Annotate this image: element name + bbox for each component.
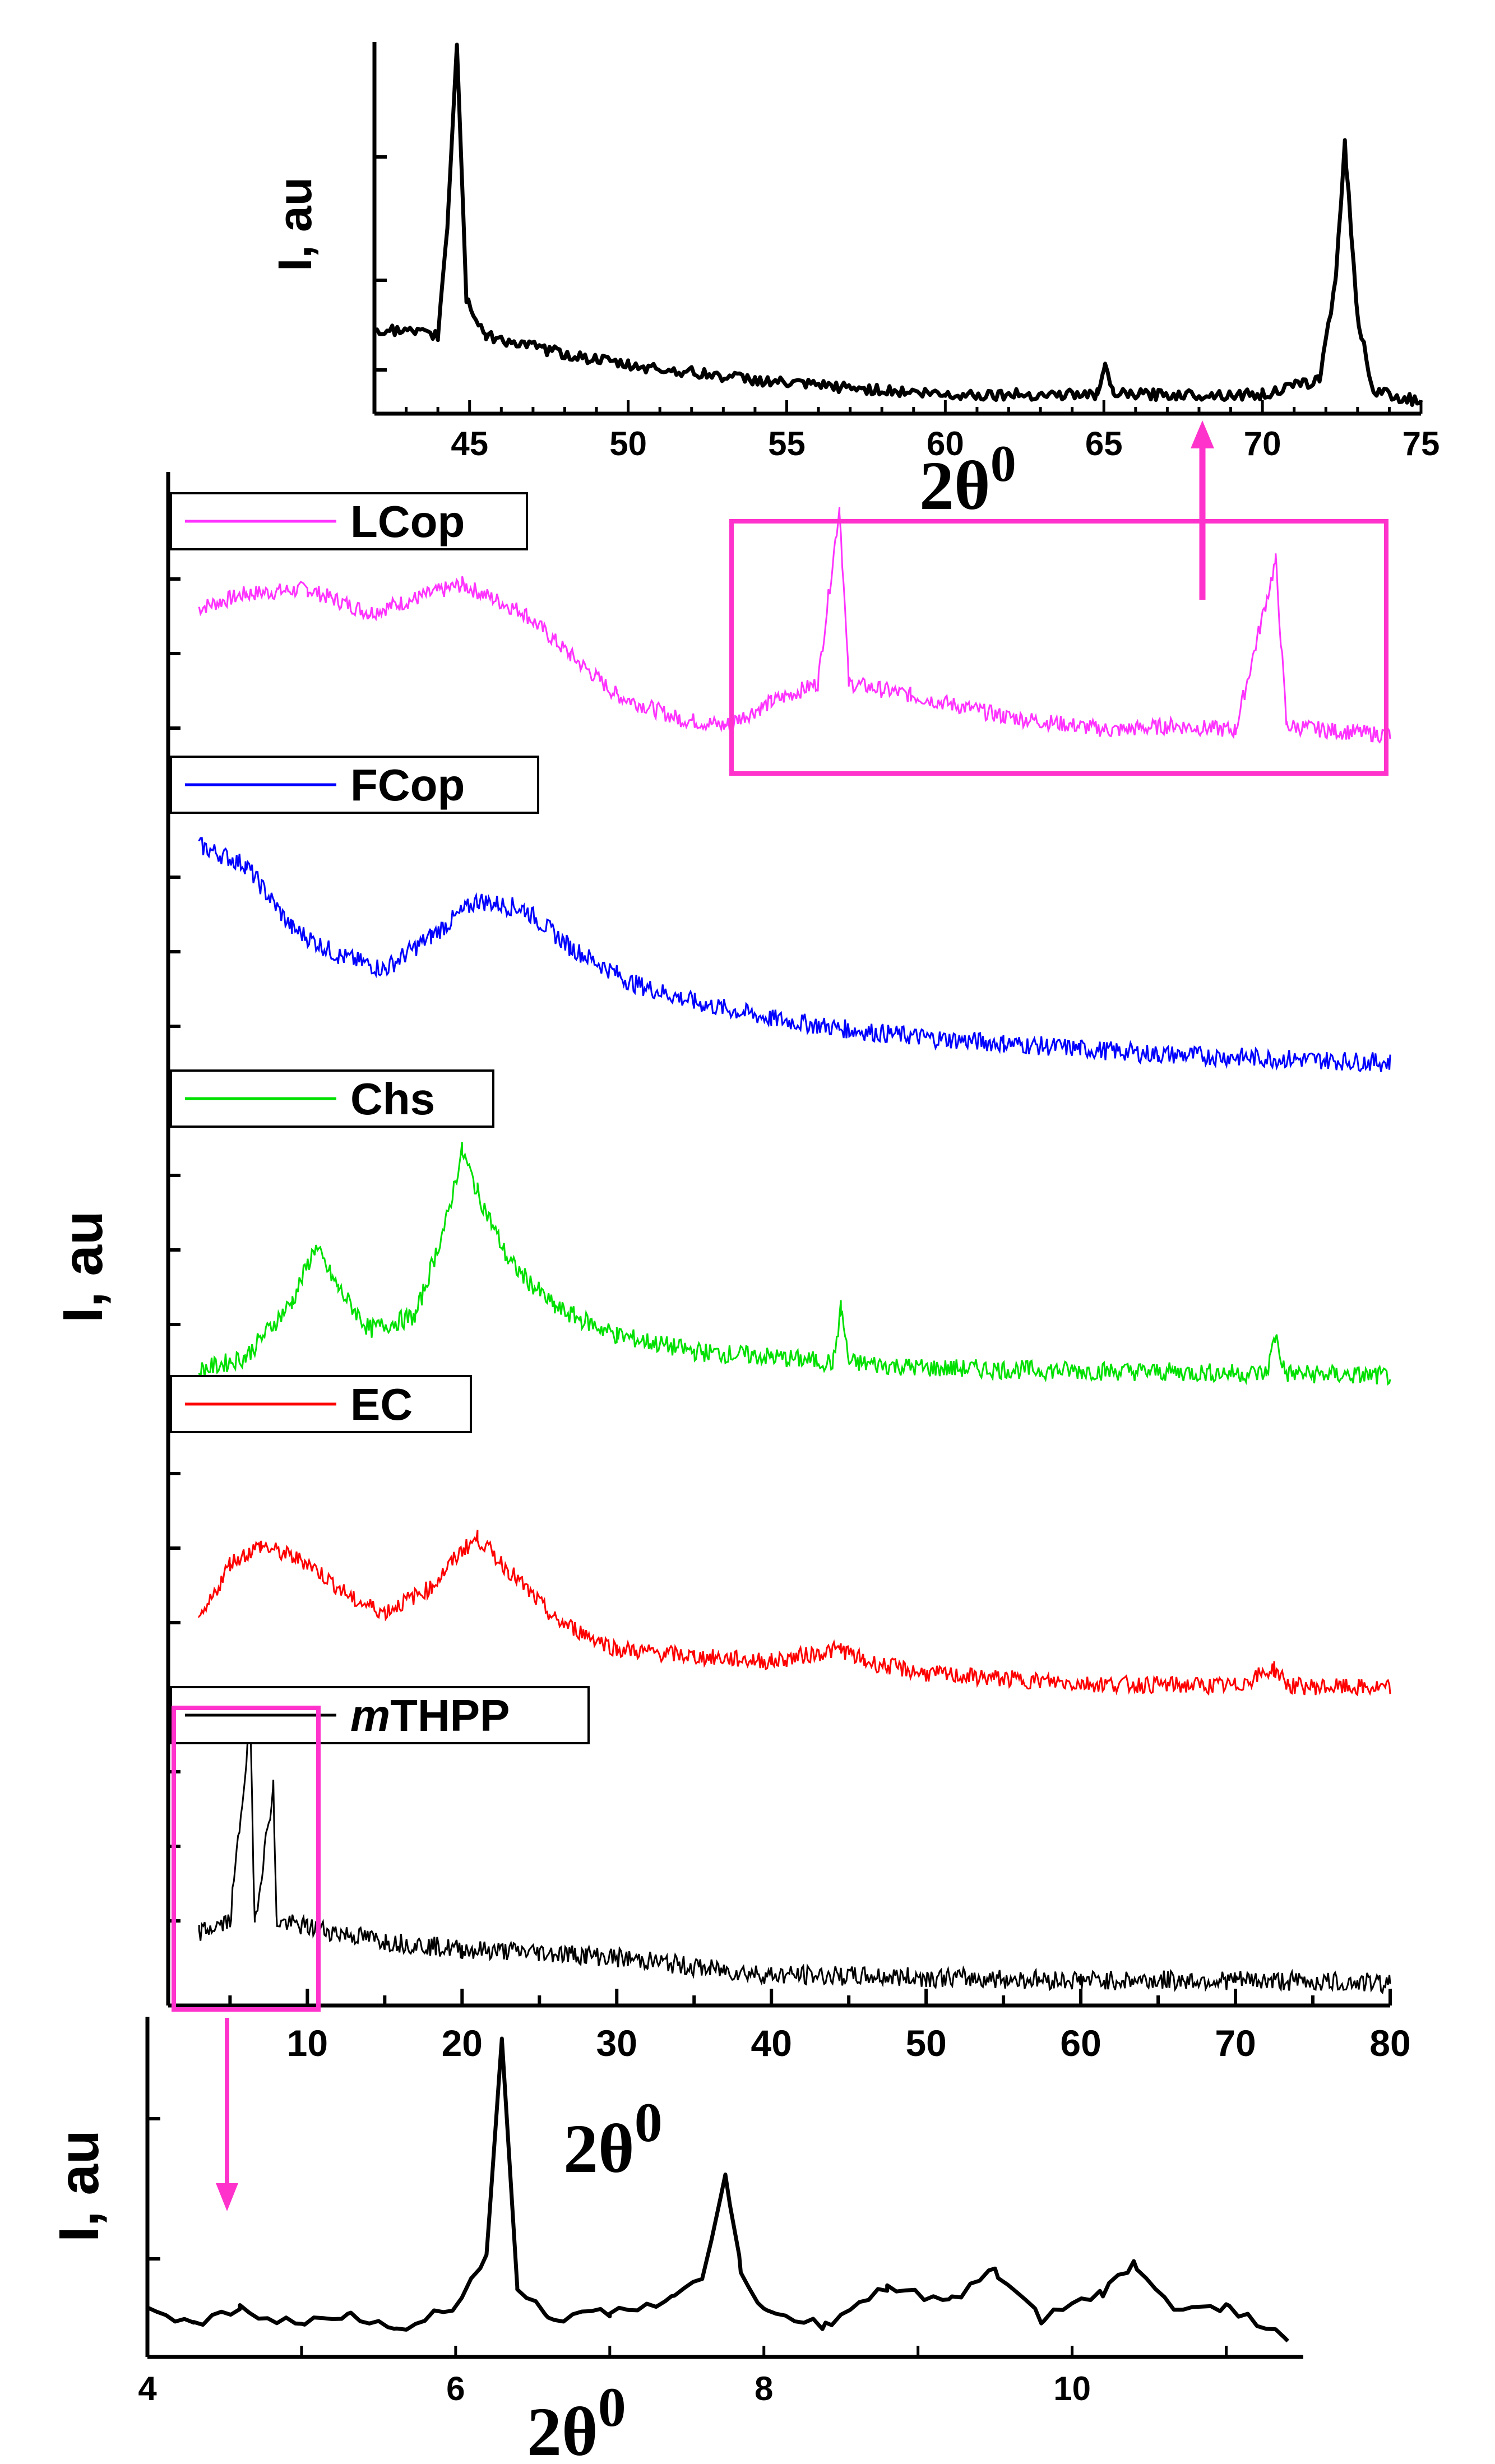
inset-bottom-x-label: 2θ0 bbox=[527, 2376, 626, 2464]
legend-text-EC: EC bbox=[350, 1379, 413, 1429]
main-x-tick-label: 80 bbox=[1369, 2022, 1410, 2064]
inset-top-x-label-sup: 0 bbox=[991, 435, 1016, 492]
legend-label-Chs: Chs bbox=[350, 1074, 435, 1124]
inset-top-x-tick-label: 50 bbox=[609, 425, 647, 462]
series-line-EC bbox=[198, 1530, 1391, 1697]
inset-top-series-line bbox=[372, 43, 1423, 407]
inset-top-y-label: I, au bbox=[269, 177, 321, 271]
main-x-tick-label: 50 bbox=[905, 2022, 946, 2064]
zoom-box-left bbox=[172, 1706, 321, 2012]
series-line-Chs bbox=[198, 1142, 1391, 1386]
main-x-tick-label: 40 bbox=[751, 2022, 792, 2064]
inset-bottom-x-label-base: 2θ bbox=[527, 2393, 598, 2464]
series-line-LCop bbox=[198, 507, 1391, 744]
inset-bottom-x-tick-label: 10 bbox=[1053, 2370, 1091, 2407]
inset-top-x-label-base: 2θ bbox=[919, 447, 991, 524]
inset-bottom-y-label: I, au bbox=[48, 2130, 110, 2242]
series-line-FCop bbox=[198, 837, 1391, 1073]
inset-bottom-x-tick-label: 6 bbox=[446, 2370, 465, 2407]
main-legend-group: LCop FCop Chs EC mTHPP bbox=[170, 492, 590, 1744]
inset-top-x-tick-label: 55 bbox=[768, 425, 806, 462]
main-x-tick-label: 20 bbox=[442, 2022, 483, 2064]
series-line-mTHPP bbox=[198, 1724, 1391, 1995]
main-x-label: 2θ0 bbox=[563, 2091, 663, 2187]
main-x-tick-label: 70 bbox=[1215, 2022, 1256, 2064]
legend-label-EC: EC bbox=[350, 1379, 413, 1429]
legend-prefix-mTHPP: m bbox=[350, 1690, 390, 1740]
legend-label-mTHPP: mTHPP bbox=[350, 1690, 510, 1740]
legend-text-LCop: LCop bbox=[350, 497, 465, 546]
legend-text-mTHPP: THPP bbox=[390, 1690, 510, 1740]
legend-label-LCop: LCop bbox=[350, 497, 465, 546]
inset-top-chart: I, au 45 50 55 60 65 70 75 2θ0 bbox=[269, 42, 1440, 524]
inset-top-x-tick-label: 45 bbox=[451, 425, 488, 462]
zoom-arrow-top bbox=[1191, 420, 1214, 600]
inset-bottom-x-tick-label: 8 bbox=[755, 2370, 773, 2407]
main-x-tick-label: 60 bbox=[1060, 2022, 1101, 2064]
inset-bottom-x-ticks: 4 6 8 10 bbox=[138, 2346, 1228, 2407]
legend-box-FCop bbox=[170, 756, 539, 814]
zoom-box-right bbox=[729, 519, 1388, 776]
zoom-arrow-bottom bbox=[216, 2018, 238, 2211]
legend-text-FCop: FCop bbox=[350, 760, 465, 810]
main-chart: 10 20 30 40 50 60 70 80 I, au LCop FCop Chs EC mTHP… bbox=[52, 472, 1411, 2187]
main-series-group bbox=[198, 507, 1391, 1995]
inset-bottom-chart: I, au 4 6 8 10 2θ0 bbox=[48, 2017, 1303, 2464]
main-x-label-sup: 0 bbox=[635, 2091, 663, 2153]
legend-text-Chs: Chs bbox=[350, 1074, 435, 1124]
main-y-label: I, au bbox=[52, 1211, 114, 1323]
main-x-label-base: 2θ bbox=[563, 2110, 635, 2187]
inset-top-x-tick-label: 60 bbox=[927, 425, 964, 462]
inset-top-x-tick-label: 65 bbox=[1085, 425, 1123, 462]
main-x-tick-label: 30 bbox=[596, 2022, 637, 2064]
inset-top-x-tick-label: 70 bbox=[1244, 425, 1281, 462]
inset-top-x-label: 2θ0 bbox=[919, 435, 1016, 524]
main-x-ticks: 10 20 30 40 50 60 70 80 bbox=[228, 1989, 1411, 2064]
inset-top-x-tick-label: 75 bbox=[1403, 425, 1440, 462]
inset-bottom-x-label-sup: 0 bbox=[598, 2376, 626, 2438]
inset-bottom-x-tick-label: 4 bbox=[138, 2370, 157, 2407]
inset-bottom-series-line bbox=[145, 2036, 1289, 2343]
main-x-tick-label: 10 bbox=[287, 2022, 328, 2064]
legend-label-FCop: FCop bbox=[350, 760, 465, 810]
